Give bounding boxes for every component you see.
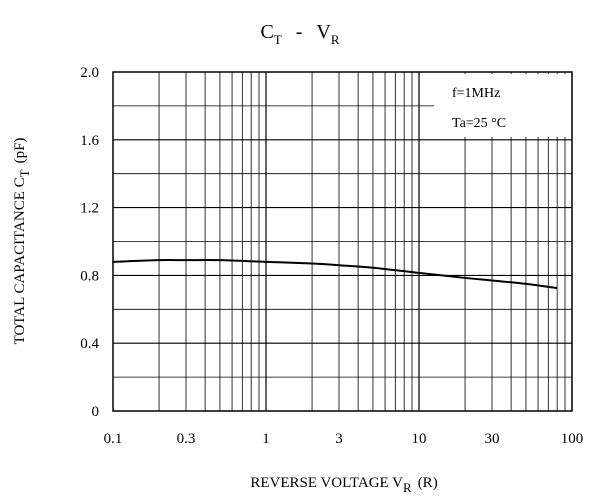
x-tick-label: 0.3 — [177, 431, 196, 447]
x-axis-title-sub: R — [403, 480, 412, 495]
major-grid — [113, 72, 572, 411]
title-vr-main: V — [316, 21, 331, 43]
title-ct-main: C — [260, 21, 273, 43]
x-tick-label: 1 — [262, 431, 270, 447]
plot-area-frame — [112, 71, 573, 412]
y-axis-title-sub: T — [17, 169, 32, 177]
y-tick-label: 1.6 — [80, 133, 99, 149]
y-tick-label: 0.4 — [80, 336, 99, 352]
x-tick-labels: 0.1 0.3 1 3 10 30 100 — [104, 431, 584, 447]
y-tick-label: 0.8 — [80, 268, 99, 284]
series-line — [112, 259, 558, 290]
y-axis-title-main: TOTAL CAPACITANCE C — [12, 177, 28, 344]
annotation-frequency: f=1MHz — [452, 86, 500, 101]
x-tick-label: 100 — [561, 431, 584, 447]
x-tick-label: 30 — [484, 431, 499, 447]
x-tick-label: 10 — [412, 431, 427, 447]
annotation-box — [434, 74, 572, 137]
title-separator: - — [296, 21, 303, 43]
y-tick-label: 0 — [92, 404, 100, 420]
chart-title: CT - VR — [260, 21, 339, 47]
y-tick-label: 2.0 — [80, 65, 99, 81]
y-tick-labels: 0 0.4 0.8 1.2 1.6 2.0 — [80, 65, 99, 420]
annotation-temperature: Ta=25 °C — [452, 116, 506, 131]
title-ct-sub: T — [274, 32, 282, 47]
x-axis-title-main: REVERSE VOLTAGE V — [250, 475, 403, 491]
x-tick-label: 3 — [335, 431, 343, 447]
y-axis-title: TOTAL CAPACITANCE CT (pF) — [12, 138, 32, 345]
x-axis-title: REVERSE VOLTAGE VR (R) — [250, 475, 437, 495]
y-tick-label: 1.2 — [80, 201, 99, 217]
x-tick-label: 0.1 — [104, 431, 123, 447]
title-vr-sub: R — [331, 32, 340, 47]
y-axis-title-suffix: (pF) — [12, 138, 28, 164]
x-axis-title-suffix: (R) — [418, 475, 438, 491]
